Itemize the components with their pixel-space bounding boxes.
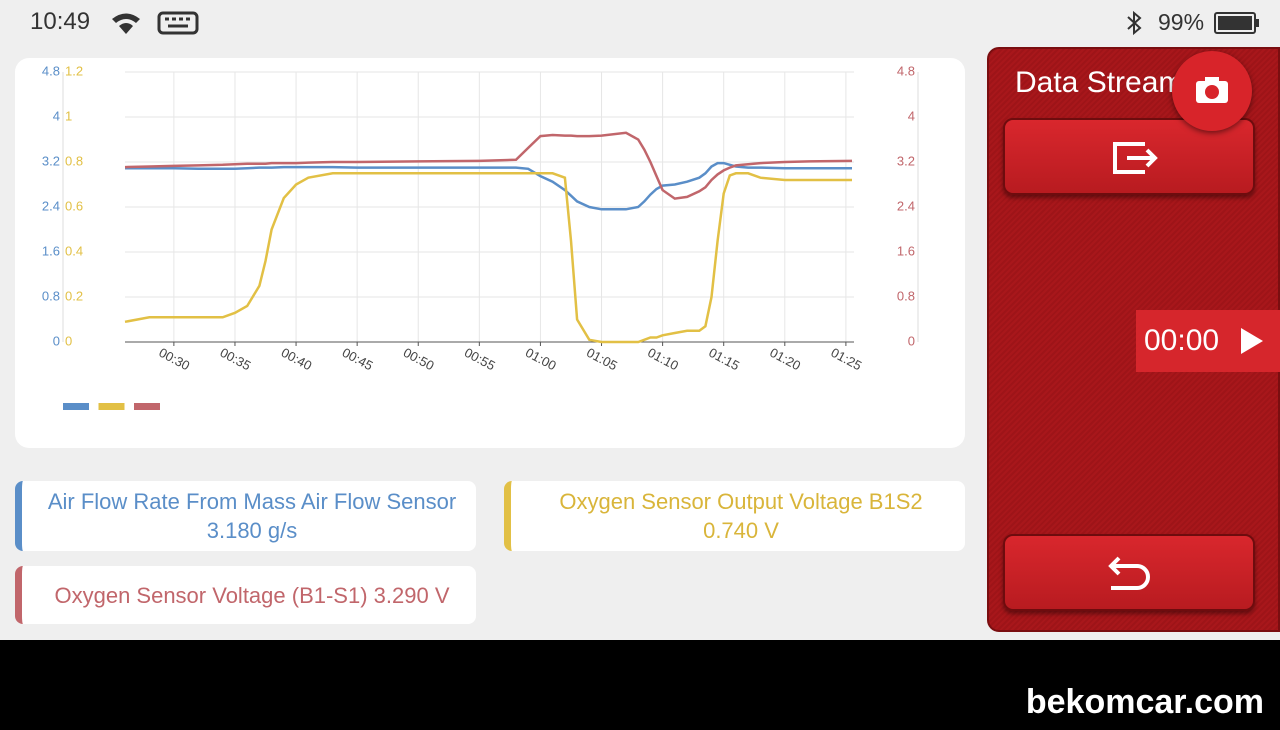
back-icon xyxy=(1108,556,1150,590)
y-tick-label: 0 xyxy=(908,333,915,348)
x-tick-label: 01:05 xyxy=(584,345,620,374)
y-tick-label: 1 xyxy=(65,108,72,123)
camera-button[interactable] xyxy=(1172,51,1252,131)
battery-level: 99% xyxy=(1158,9,1205,35)
reading-card: Oxygen Sensor Voltage (B1-S1) 3.290 V xyxy=(15,566,476,624)
y-tick-label: 1.6 xyxy=(897,243,915,258)
x-tick-label: 01:15 xyxy=(706,345,742,374)
y-tick-label: 4.8 xyxy=(42,63,60,78)
series-line xyxy=(125,161,852,211)
back-button[interactable] xyxy=(1003,534,1255,611)
series-line xyxy=(124,131,853,200)
watermark: bekomcar.com xyxy=(1025,683,1264,721)
y-tick-label: 4.8 xyxy=(897,63,915,78)
y-tick-label: 0.8 xyxy=(65,153,83,168)
sensor-name: Oxygen Sensor Voltage (B1-S1) xyxy=(54,582,368,608)
clock: 10:49 xyxy=(30,8,91,35)
x-tick-label: 00:35 xyxy=(218,345,254,374)
y-tick-label: 2.4 xyxy=(897,198,915,213)
timer-button[interactable]: 00:00 xyxy=(1136,310,1280,372)
legend-swatch xyxy=(63,403,89,410)
y-tick-label: 1.6 xyxy=(42,243,60,258)
battery-icon xyxy=(1214,12,1259,34)
y-tick-label: 0.6 xyxy=(65,198,83,213)
reading-card: Oxygen Sensor Output Voltage B1S2 0.740 V xyxy=(504,481,965,551)
status-icons xyxy=(112,11,199,35)
panel-title: Data Stream xyxy=(1015,66,1184,99)
x-tick-label: 01:25 xyxy=(828,345,864,374)
y-tick-label: 0.4 xyxy=(65,243,83,258)
series-line xyxy=(124,172,852,344)
y-tick-label: 4 xyxy=(53,108,60,123)
sensor-value: 3.180 g/s xyxy=(206,518,298,543)
bluetooth-icon xyxy=(1127,10,1142,36)
timer: 00:00 xyxy=(1144,324,1220,357)
y-tick-label: 4 xyxy=(908,108,915,123)
y-tick-label: 0.8 xyxy=(897,288,915,303)
x-tick-label: 01:00 xyxy=(523,345,559,374)
x-tick-label: 01:10 xyxy=(645,345,681,374)
y-tick-label: 0 xyxy=(65,333,72,348)
reading-card: Air Flow Rate From Mass Air Flow Sensor 3… xyxy=(15,481,476,551)
sensor-name: Air Flow Rate From Mass Air Flow Sensor xyxy=(47,489,457,514)
legend-swatch xyxy=(134,403,160,410)
exit-icon xyxy=(1113,142,1158,174)
play-icon xyxy=(1241,328,1264,354)
chart-card: 0 0.8 1.6 2.4 3.2 4 4.8 0 0.2 0.4 0.6 0.8 1 1.2 0 0.8 1.… xyxy=(15,58,965,448)
y-tick-label: 3.2 xyxy=(42,153,60,168)
y-tick-label: 0.2 xyxy=(65,288,83,303)
sensor-name: Oxygen Sensor Output Voltage B1S2 xyxy=(559,489,923,514)
x-tick-label: 00:30 xyxy=(156,345,192,374)
x-tick-label: 00:40 xyxy=(279,345,315,374)
x-tick-label: 00:50 xyxy=(401,345,437,374)
camera-icon xyxy=(1196,77,1228,103)
sensor-value: 3.290 V xyxy=(373,582,450,608)
x-tick-label: 00:45 xyxy=(340,345,376,374)
y-tick-label: 3.2 xyxy=(897,153,915,168)
x-tick-label: 00:55 xyxy=(462,345,498,374)
y-tick-label: 1.2 xyxy=(65,63,83,78)
y-tick-label: 0 xyxy=(53,333,60,348)
sensor-value: 0.740 V xyxy=(703,518,779,543)
y-tick-label: 2.4 xyxy=(42,198,60,213)
y-tick-label: 0.8 xyxy=(42,288,60,303)
chart: 0 0.8 1.6 2.4 3.2 4 4.8 0 0.2 0.4 0.6 0.8 1 1.2 0 0.8 1.… xyxy=(42,63,919,410)
legend-swatch xyxy=(98,403,125,410)
x-tick-label: 01:20 xyxy=(767,345,803,374)
